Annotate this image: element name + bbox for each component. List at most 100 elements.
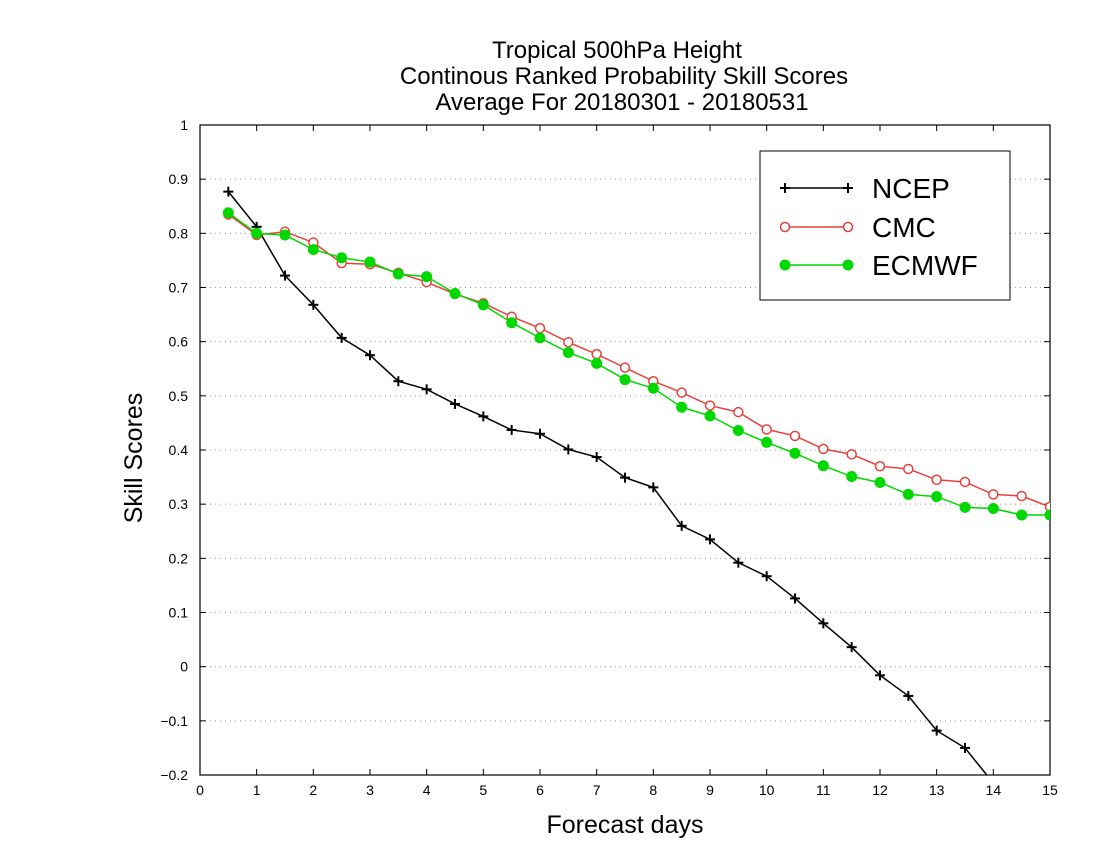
point-cmc-11 xyxy=(534,322,546,334)
point-ncep-8 xyxy=(450,398,460,409)
point-ncep-19 xyxy=(761,571,772,582)
point-cmc-19 xyxy=(761,424,772,435)
point-ncep-29 xyxy=(1045,835,1055,845)
y-tick-label-4: 0.2 xyxy=(169,550,189,566)
point-ecmwf-1 xyxy=(251,227,263,239)
point-ecmwf-3 xyxy=(307,244,319,256)
point-ecmwf-21 xyxy=(817,460,829,472)
x-tick-label-13: 13 xyxy=(929,782,945,798)
point-ecmwf-24 xyxy=(902,488,914,500)
x-tick-label-9: 9 xyxy=(706,782,714,798)
point-ncep-11 xyxy=(535,428,545,439)
point-ecmwf-19 xyxy=(761,436,773,448)
point-ncep-6 xyxy=(393,376,404,387)
point-ecmwf-20 xyxy=(789,447,801,459)
point-cmc-20 xyxy=(789,430,801,442)
x-tick-label-10: 10 xyxy=(759,782,775,798)
point-cmc-22 xyxy=(846,449,857,460)
x-tick-label-15: 15 xyxy=(1042,782,1058,798)
chart-title-line-2: Continous Ranked Probability Skill Score… xyxy=(400,63,848,90)
point-cmc-29 xyxy=(1044,501,1050,513)
y-tick-label-12: 1 xyxy=(180,117,188,133)
point-ecmwf-5 xyxy=(364,256,376,268)
point-ncep-3 xyxy=(308,299,319,310)
point-ecmwf-2 xyxy=(279,229,291,241)
point-ncep-14 xyxy=(620,472,630,483)
point-ncep-20 xyxy=(790,593,800,604)
point-ecmwf-8 xyxy=(449,287,461,299)
point-cmc-18 xyxy=(733,406,744,418)
series-line-ncep xyxy=(227,191,988,775)
point-ecmwf-7 xyxy=(421,271,433,283)
chart-title-line-3: Average For 20180301 - 20180531 xyxy=(435,89,808,116)
point-ecmwf-23 xyxy=(874,477,886,488)
x-tick-label-8: 8 xyxy=(649,782,657,798)
point-ncep-24 xyxy=(903,690,914,701)
y-tick-label-2: 0 xyxy=(180,659,188,675)
point-cmc-24 xyxy=(903,463,914,475)
point-ecmwf-26 xyxy=(959,501,971,513)
legend-item-cmc: CMC xyxy=(779,212,936,243)
y-tick-label-10: 0.8 xyxy=(169,225,189,241)
point-ecmwf-6 xyxy=(392,268,404,280)
x-tick-label-6: 6 xyxy=(536,782,544,798)
point-ecmwf-11 xyxy=(534,332,546,344)
x-tick-label-12: 12 xyxy=(872,782,888,798)
point-ncep-0 xyxy=(223,186,234,197)
legend-marker-left-cmc xyxy=(779,221,791,233)
point-ecmwf-10 xyxy=(506,317,518,329)
point-ncep-23 xyxy=(875,670,885,681)
y-tick-label-11: 0.9 xyxy=(169,171,189,187)
point-cmc-21 xyxy=(818,443,829,455)
point-ecmwf-9 xyxy=(477,299,489,311)
y-tick-label-1: −0.1 xyxy=(160,713,188,729)
point-ecmwf-17 xyxy=(704,410,716,422)
point-cmc-13 xyxy=(591,348,602,360)
point-ecmwf-15 xyxy=(647,382,659,394)
x-tick-label-5: 5 xyxy=(479,782,487,798)
series-ncep xyxy=(223,186,1055,845)
x-axis-label: Forecast days xyxy=(546,811,703,839)
y-tick-label-3: 0.1 xyxy=(169,605,189,621)
legend-item-ncep: NCEP xyxy=(780,173,950,204)
y-tick-label-8: 0.6 xyxy=(169,334,189,350)
point-ncep-9 xyxy=(478,411,489,422)
point-ecmwf-27 xyxy=(987,503,999,514)
legend-marker-left-ncep xyxy=(780,183,790,193)
x-tick-label-11: 11 xyxy=(816,782,831,798)
point-ecmwf-22 xyxy=(846,471,858,483)
series-ecmwf xyxy=(222,207,1050,521)
point-ncep-18 xyxy=(733,557,744,568)
point-ncep-12 xyxy=(563,444,574,455)
point-cmc-28 xyxy=(1016,490,1027,502)
point-ecmwf-12 xyxy=(562,347,574,358)
point-ncep-17 xyxy=(705,534,715,545)
point-ecmwf-28 xyxy=(1016,509,1028,521)
point-ecmwf-0 xyxy=(222,207,234,219)
point-cmc-26 xyxy=(959,476,971,488)
point-cmc-23 xyxy=(874,461,886,472)
point-ncep-22 xyxy=(846,642,857,653)
legend: NCEP CMC ECMWF xyxy=(759,150,1011,301)
point-ncep-15 xyxy=(648,482,659,493)
gridlines xyxy=(200,178,1050,722)
legend-label-cmc: CMC xyxy=(872,212,936,243)
point-ncep-4 xyxy=(336,332,347,343)
legend-marker-right-ncep xyxy=(843,183,853,193)
legend-marker-right-ecmwf xyxy=(842,259,854,271)
point-ncep-26 xyxy=(960,742,970,753)
point-ncep-21 xyxy=(818,618,829,629)
x-axis-ticks: 0 1 2 3 4 5 6 7 8 9 10 11 12 13 14 15 xyxy=(196,125,1058,798)
y-tick-label-6: 0.4 xyxy=(169,442,189,458)
x-tick-label-3: 3 xyxy=(366,782,374,798)
point-cmc-27 xyxy=(988,489,999,500)
legend-marker-right-cmc xyxy=(842,221,854,233)
point-ncep-10 xyxy=(506,424,517,435)
point-ecmwf-18 xyxy=(732,425,744,436)
legend-item-ecmwf: ECMWF xyxy=(779,250,978,281)
point-cmc-17 xyxy=(704,400,716,411)
data-series xyxy=(222,186,1055,845)
chart-title-line-1: Tropical 500hPa Height xyxy=(492,37,742,64)
y-tick-label-5: 0.3 xyxy=(169,496,189,512)
